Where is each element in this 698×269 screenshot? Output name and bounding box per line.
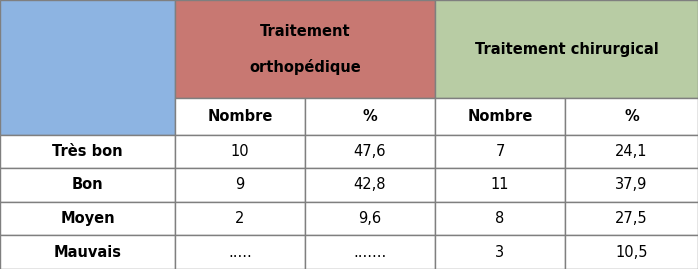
Text: Moyen: Moyen	[60, 211, 114, 226]
Bar	[435, 202, 565, 235]
Text: Bon: Bon	[72, 178, 103, 192]
Bar	[305, 235, 435, 269]
Bar	[305, 168, 435, 202]
Bar	[305, 134, 435, 168]
Bar	[565, 168, 698, 202]
Text: 42,8: 42,8	[354, 178, 386, 192]
Bar	[435, 235, 565, 269]
Text: 37,9: 37,9	[616, 178, 648, 192]
Text: 8: 8	[496, 211, 505, 226]
Text: 10,5: 10,5	[615, 245, 648, 260]
Bar	[175, 202, 305, 235]
Text: Traitement

orthopédique: Traitement orthopédique	[249, 24, 361, 75]
Bar	[435, 98, 565, 134]
Bar	[175, 235, 305, 269]
Bar	[175, 134, 305, 168]
Text: Nombre: Nombre	[207, 109, 273, 124]
Text: 10: 10	[230, 144, 249, 159]
Bar	[305, 98, 435, 134]
Text: %: %	[363, 109, 378, 124]
Bar	[565, 134, 698, 168]
Text: 7: 7	[496, 144, 505, 159]
Bar	[435, 134, 565, 168]
Text: 47,6: 47,6	[354, 144, 386, 159]
Text: Mauvais: Mauvais	[54, 245, 121, 260]
Text: 9,6: 9,6	[359, 211, 382, 226]
Bar	[565, 98, 698, 134]
Text: .....: .....	[228, 245, 252, 260]
Bar	[305, 202, 435, 235]
Bar	[0, 202, 175, 235]
Bar	[175, 168, 305, 202]
Text: Traitement chirurgical: Traitement chirurgical	[475, 42, 658, 56]
Bar	[175, 98, 305, 134]
Text: Nombre: Nombre	[468, 109, 533, 124]
Bar	[0, 134, 175, 168]
Bar	[565, 235, 698, 269]
Text: 9: 9	[235, 178, 244, 192]
Bar	[435, 168, 565, 202]
Bar	[0, 0, 175, 134]
Text: 27,5: 27,5	[615, 211, 648, 226]
Bar	[565, 202, 698, 235]
Bar	[175, 0, 435, 98]
Bar	[0, 168, 175, 202]
Text: .......: .......	[353, 245, 387, 260]
Text: 11: 11	[491, 178, 510, 192]
Text: 2: 2	[235, 211, 245, 226]
Text: 24,1: 24,1	[615, 144, 648, 159]
Bar	[0, 235, 175, 269]
Text: Très bon: Très bon	[52, 144, 123, 159]
Text: 3: 3	[496, 245, 505, 260]
Text: %: %	[624, 109, 639, 124]
Bar	[435, 0, 698, 98]
